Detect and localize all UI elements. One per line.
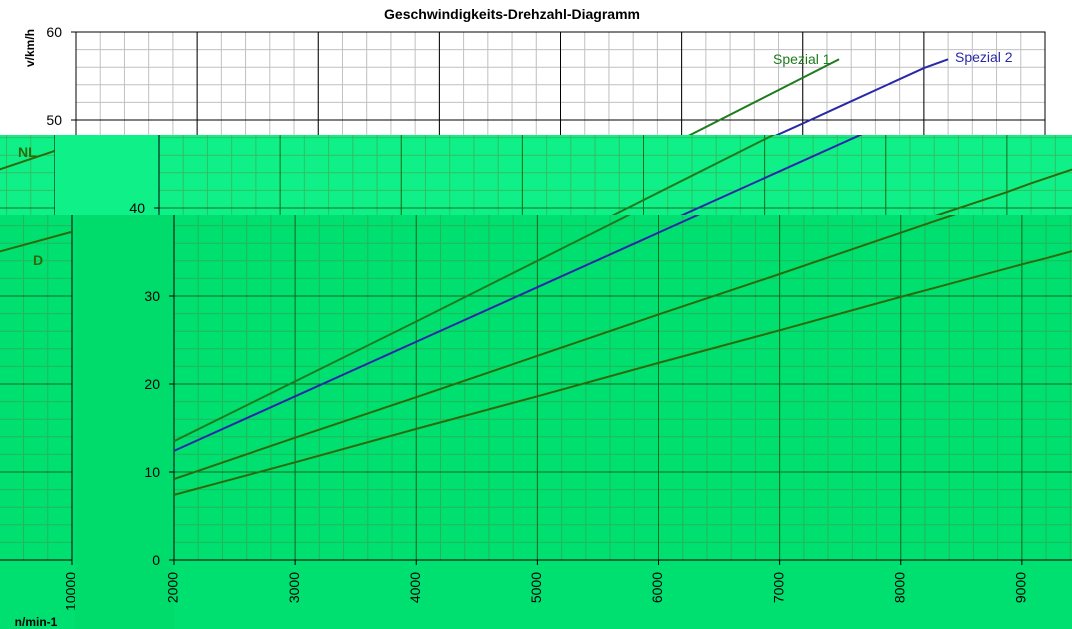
x-tick-label: 3000 (286, 572, 302, 603)
series-line (173, 215, 631, 443)
x-tick-label: 4000 (407, 572, 423, 603)
plot-frame (173, 215, 1072, 561)
axis-area (75, 215, 174, 629)
y-axis-label: v/km/h (23, 29, 37, 67)
series-line (173, 250, 1072, 496)
x-tick-label: 9000 (1013, 572, 1029, 603)
series-line (173, 215, 701, 452)
chart-title: Geschwindigkeits-Drehzahl-Diagramm (384, 6, 640, 22)
y-tick-label: 40 (144, 200, 160, 216)
y-tick-label: 20 (144, 376, 160, 392)
lower-layer: 2000300040005000600070008000900010000010… (144, 200, 1072, 603)
x-tick-label: 8000 (891, 572, 907, 603)
x-axis-label: n/min-1 (15, 615, 58, 629)
middle-band (0, 135, 1072, 215)
x-tick-label: 5000 (528, 572, 544, 603)
y-tick-label: 0 (152, 552, 160, 568)
x-tick-label: 2000 (165, 572, 181, 603)
y-tick-label: 30 (144, 288, 160, 304)
series-line (173, 215, 957, 480)
x-tick-label: 6000 (649, 572, 665, 603)
x-tick-label: 7000 (770, 572, 786, 603)
plot: 2000300040005000600070008000900010000010… (144, 200, 1072, 603)
y-tick-label: 10 (144, 464, 160, 480)
